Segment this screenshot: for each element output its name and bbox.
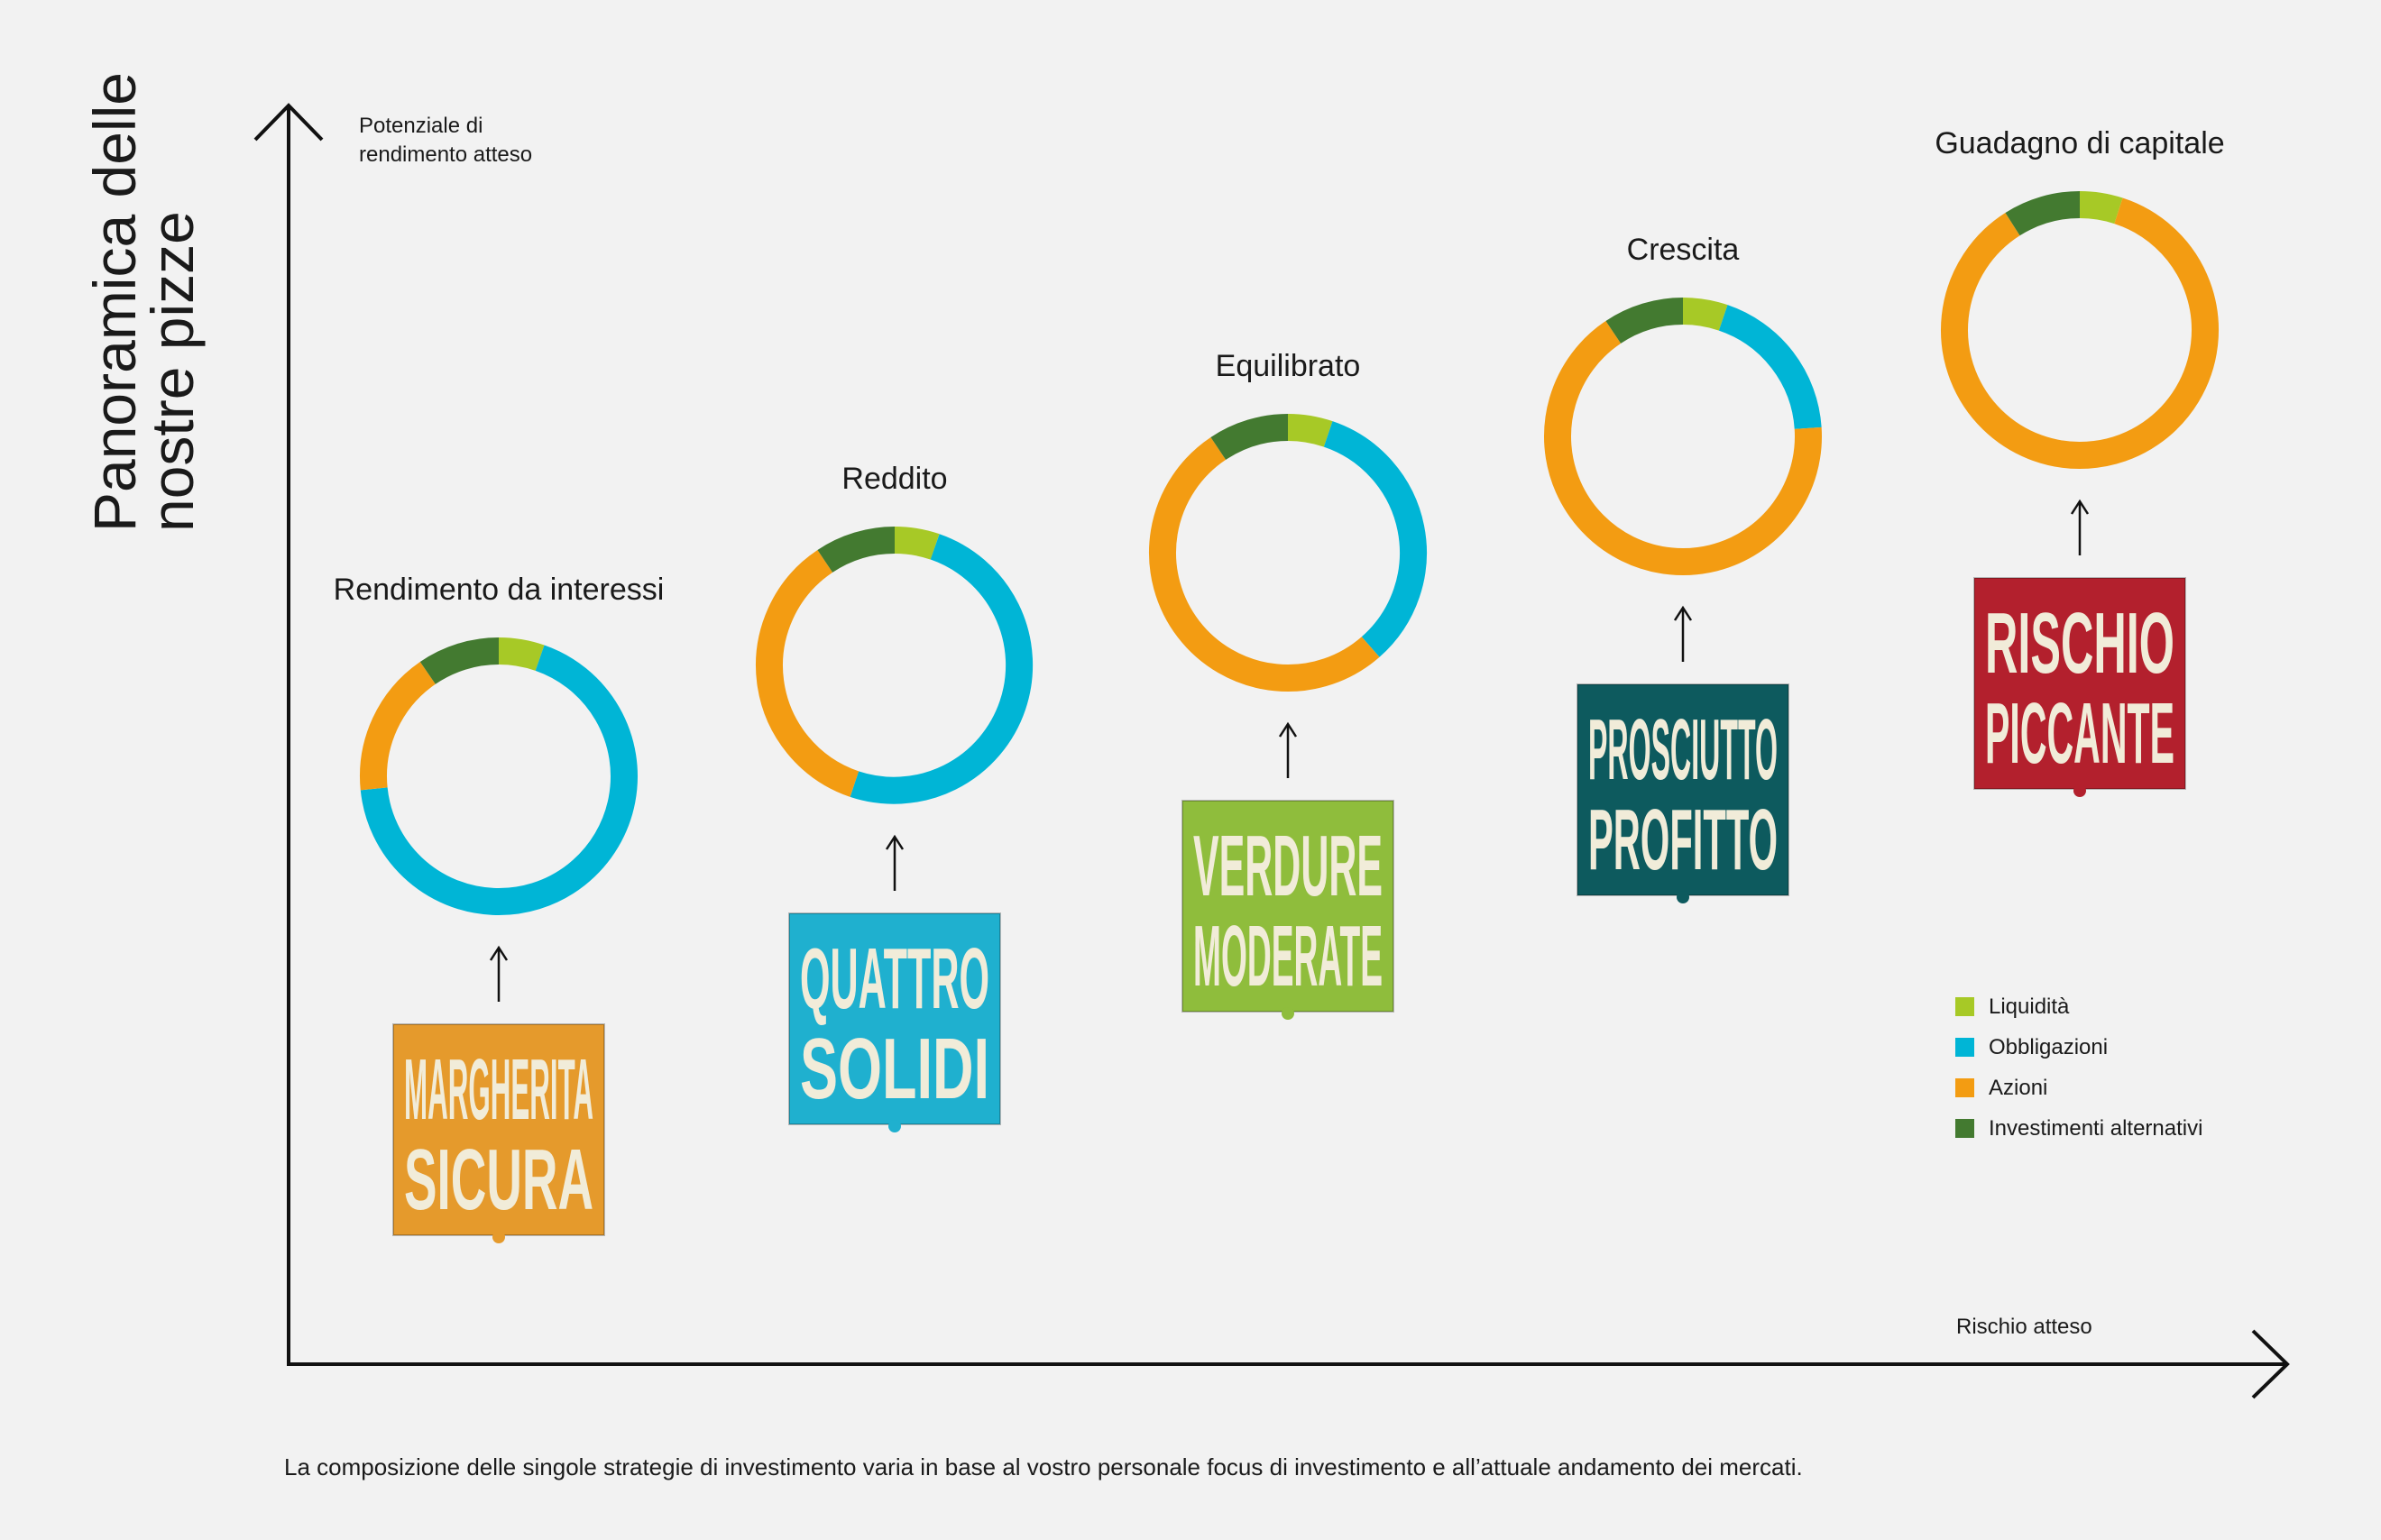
donut-slice-liquidita — [1287, 414, 1333, 447]
strategy-label: Rendimento da interessi — [334, 573, 665, 607]
donut-slice-obbligazioni — [850, 534, 1034, 804]
y-axis-arrow-icon — [253, 103, 324, 142]
strategy-label: Reddito — [841, 462, 947, 496]
donut-slice-azioni — [1941, 197, 2219, 469]
product-name-line: VERDURE — [1193, 818, 1383, 914]
up-arrow-icon — [489, 945, 509, 1002]
up-arrow-icon — [1673, 605, 1693, 662]
donut-slice-liquidita — [894, 527, 940, 560]
donut-slice-liquidita — [2079, 191, 2123, 225]
product-name-line: MARGHERITA — [404, 1041, 593, 1138]
legend-item-azioni: Azioni — [1955, 1068, 2202, 1108]
product-name-line: MODERATE — [1193, 908, 1383, 1004]
strategy-label: Equilibrato — [1216, 349, 1361, 383]
product-name-line: SICURA — [404, 1132, 593, 1228]
legend-label-azioni: Azioni — [1989, 1075, 2048, 1100]
y-axis-label-line-2: rendimento atteso — [359, 142, 533, 167]
x-axis-arrow-icon — [2251, 1329, 2290, 1399]
donut-slice-azioni — [360, 662, 437, 791]
up-arrow-icon — [2070, 499, 2090, 555]
donut-slice-azioni — [756, 549, 860, 797]
up-arrow-icon — [885, 834, 905, 891]
product-name-line: QUATTRO — [800, 930, 989, 1027]
legend-swatch-liquidita — [1955, 997, 1974, 1016]
legend-item-obbligazioni: Obbligazioni — [1955, 1027, 2202, 1068]
legend-label-obbligazioni: Obbligazioni — [1989, 1034, 2109, 1059]
legend-label-liquidita: Liquidità — [1989, 994, 2070, 1019]
donut-slice-liquidita — [498, 637, 545, 672]
up-arrow-icon — [1278, 721, 1298, 778]
donut-slice-liquidita — [1682, 298, 1728, 331]
donut-slice-alternativi — [2005, 191, 2081, 236]
product-name-line: RISCHIO — [1985, 595, 2174, 692]
donut-slice-alternativi — [1210, 414, 1289, 461]
y-axis-label-line-1: Potenziale di — [359, 114, 483, 138]
axes — [253, 103, 2290, 1399]
legend-item-liquidita: Liquidità — [1955, 986, 2202, 1027]
product-name-line: PROFITTO — [1588, 792, 1778, 888]
legend-label-investimenti-alternativi: Investimenti alternativi — [1989, 1115, 2203, 1141]
legend: Liquidità Obbligazioni Azioni Investimen… — [1955, 986, 2202, 1149]
y-axis-label: Potenziale di rendimento atteso — [359, 112, 532, 170]
donut-slice-alternativi — [1605, 298, 1684, 344]
strategy-label: Guadagno di capitale — [1935, 126, 2224, 160]
donut-slice-azioni — [1544, 320, 1822, 575]
donut-slice-obbligazioni — [1323, 421, 1427, 657]
x-axis-label: Rischio atteso — [1956, 1315, 2092, 1339]
legend-swatch-obbligazioni — [1955, 1038, 1974, 1057]
footnote: La composizione delle singole strategie … — [284, 1453, 1803, 1480]
product-name-line: PROSCIUTTO — [1588, 701, 1778, 798]
donut-slice-obbligazioni — [1718, 305, 1822, 430]
strategies: Rendimento da interessiMARGHERITASICURAR… — [334, 126, 2225, 1243]
donut-slice-alternativi — [419, 637, 500, 684]
legend-swatch-azioni — [1955, 1078, 1974, 1097]
donut-slice-azioni — [1148, 436, 1380, 692]
strategy-label: Crescita — [1627, 233, 1740, 267]
donut-slice-alternativi — [817, 527, 896, 573]
legend-swatch-investimenti-alternativi — [1955, 1119, 1974, 1138]
legend-item-investimenti-alternativi: Investimenti alternativi — [1955, 1108, 2202, 1149]
product-name-line: PICCANTE — [1985, 685, 2174, 782]
product-name-line: SOLIDI — [800, 1021, 989, 1117]
donut-slice-obbligazioni — [360, 645, 638, 915]
